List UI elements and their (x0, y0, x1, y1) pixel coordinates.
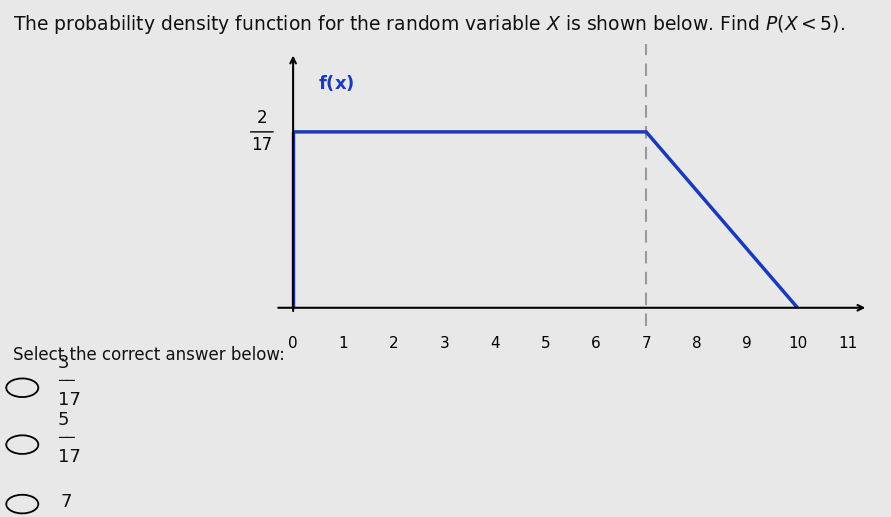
Text: The probability density function for the random variable $X$ is shown below. Fin: The probability density function for the… (13, 13, 846, 36)
Text: 2: 2 (257, 110, 267, 127)
Text: $\bf{f(x)}$: $\bf{f(x)}$ (318, 73, 355, 93)
Text: 7: 7 (61, 493, 72, 511)
Text: 17: 17 (58, 448, 81, 466)
Text: 17: 17 (251, 136, 273, 155)
Text: 17: 17 (58, 391, 81, 409)
Text: ──: ── (58, 431, 75, 445)
Text: 3: 3 (58, 354, 69, 372)
Text: Select the correct answer below:: Select the correct answer below: (13, 346, 285, 364)
Text: 5: 5 (58, 411, 69, 429)
Text: ──: ── (58, 374, 75, 388)
